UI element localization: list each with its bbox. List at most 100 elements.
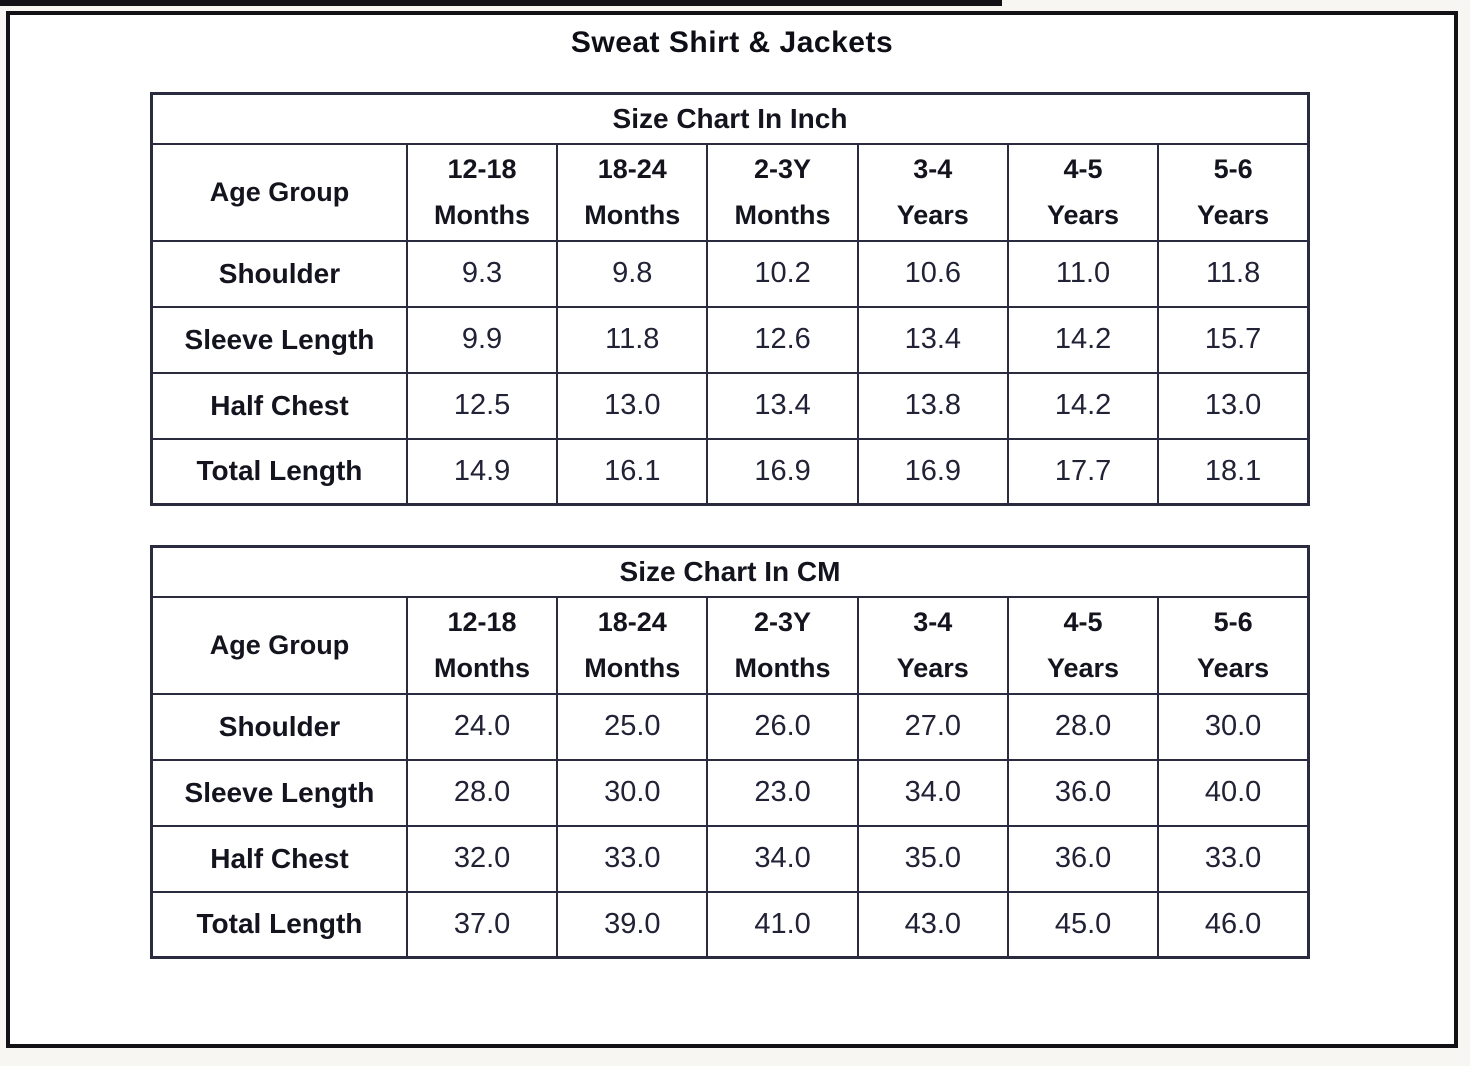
row-label: Sleeve Length — [150, 758, 408, 827]
size-value: 9.9 — [405, 305, 559, 374]
column-header-line1: 3-4 — [913, 607, 953, 637]
column-header: 5-6 Years — [1157, 142, 1310, 242]
size-value: 39.0 — [556, 890, 709, 959]
age-group-header: Age Group — [150, 142, 408, 242]
size-value: 28.0 — [405, 758, 559, 827]
column-header-line1: 4-5 — [1063, 607, 1103, 637]
size-value: 34.0 — [856, 758, 1009, 827]
size-value: 43.0 — [856, 890, 1009, 959]
size-chart-cm-table: Size Chart In CM Age Group 12-18 Months 18-2… — [150, 545, 1310, 959]
column-header-line2: Years — [1197, 653, 1270, 683]
size-value: 27.0 — [856, 692, 1009, 761]
table-row: Sleeve Length 28.0 30.0 23.0 34.0 36.0 40.0 — [150, 758, 1310, 827]
size-value: 13.4 — [856, 305, 1009, 374]
size-value: 16.1 — [556, 437, 709, 506]
column-header: 4-5 Years — [1006, 595, 1160, 695]
size-value: 16.9 — [706, 437, 859, 506]
column-header-line2: Months — [434, 200, 531, 230]
size-value: 14.9 — [405, 437, 559, 506]
size-value: 10.6 — [856, 239, 1009, 308]
table-row: Total Length 14.9 16.1 16.9 16.9 17.7 18.1 — [150, 437, 1310, 506]
page-title: Sweat Shirt & Jackets — [570, 26, 894, 59]
size-value: 36.0 — [1006, 758, 1160, 827]
size-value: 46.0 — [1157, 890, 1310, 959]
column-header: 12-18 Months — [405, 595, 559, 695]
column-header: 4-5 Years — [1006, 142, 1160, 242]
size-value: 25.0 — [556, 692, 709, 761]
size-value: 15.7 — [1157, 305, 1310, 374]
table-row: Half Chest 32.0 33.0 34.0 35.0 36.0 33.0 — [150, 824, 1310, 893]
size-value: 13.0 — [1157, 371, 1310, 440]
age-group-header: Age Group — [150, 595, 408, 695]
column-header: 2-3Y Months — [706, 595, 859, 695]
table-row: Total Length 37.0 39.0 41.0 43.0 45.0 46.0 — [150, 890, 1310, 959]
column-header-line1: 5-6 — [1213, 607, 1253, 637]
column-header-line2: Months — [584, 653, 681, 683]
column-header-line1: 18-24 — [597, 607, 667, 637]
chart-frame: Sweat Shirt & Jackets Size Chart In Inch… — [6, 11, 1458, 1048]
size-value: 16.9 — [856, 437, 1009, 506]
size-value: 32.0 — [405, 824, 559, 893]
size-value: 30.0 — [1157, 692, 1310, 761]
table-row: Half Chest 12.5 13.0 13.4 13.8 14.2 13.0 — [150, 371, 1310, 440]
size-value: 37.0 — [405, 890, 559, 959]
column-header-line1: 5-6 — [1213, 154, 1253, 184]
column-header-line1: 12-18 — [447, 154, 517, 184]
top-edge-strip — [0, 0, 1002, 6]
size-value: 13.0 — [556, 371, 709, 440]
size-value: 9.8 — [556, 239, 709, 308]
column-header: 18-24 Months — [556, 142, 709, 242]
size-value: 33.0 — [1157, 824, 1310, 893]
row-label: Half Chest — [150, 824, 408, 893]
size-value: 12.6 — [706, 305, 859, 374]
row-label: Total Length — [150, 437, 408, 506]
column-header-line2: Months — [734, 653, 831, 683]
size-value: 30.0 — [556, 758, 709, 827]
table-row: Sleeve Length 9.9 11.8 12.6 13.4 14.2 15.7 — [150, 305, 1310, 374]
size-chart-inch-table: Size Chart In Inch Age Group 12-18 Months 18… — [150, 92, 1310, 506]
size-value: 33.0 — [556, 824, 709, 893]
size-value: 12.5 — [405, 371, 559, 440]
size-value: 17.7 — [1006, 437, 1160, 506]
column-header: 2-3Y Months — [706, 142, 859, 242]
column-header-line2: Years — [896, 653, 969, 683]
size-value: 23.0 — [706, 758, 859, 827]
size-value: 9.3 — [405, 239, 559, 308]
size-value: 28.0 — [1006, 692, 1160, 761]
column-header: 12-18 Months — [405, 142, 559, 242]
size-value: 11.8 — [1157, 239, 1310, 308]
size-value: 14.2 — [1006, 371, 1160, 440]
row-label: Half Chest — [150, 371, 408, 440]
row-label: Sleeve Length — [150, 305, 408, 374]
table-title: Size Chart In CM — [150, 545, 1310, 598]
size-value: 35.0 — [856, 824, 1009, 893]
row-label: Shoulder — [150, 239, 408, 308]
column-header-line1: 3-4 — [913, 154, 953, 184]
size-value: 41.0 — [706, 890, 859, 959]
column-header: 3-4 Years — [856, 142, 1009, 242]
column-header: 5-6 Years — [1157, 595, 1310, 695]
size-value: 13.8 — [856, 371, 1009, 440]
table-row: Shoulder 24.0 25.0 26.0 27.0 28.0 30.0 — [150, 692, 1310, 761]
size-value: 11.8 — [556, 305, 709, 374]
column-header: 3-4 Years — [856, 595, 1009, 695]
size-value: 14.2 — [1006, 305, 1160, 374]
column-header: 18-24 Months — [556, 595, 709, 695]
column-header-line1: 18-24 — [597, 154, 667, 184]
table-title: Size Chart In Inch — [150, 92, 1310, 145]
size-value: 26.0 — [706, 692, 859, 761]
size-value: 40.0 — [1157, 758, 1310, 827]
column-header-line2: Months — [584, 200, 681, 230]
column-header-line1: 2-3Y — [754, 154, 812, 184]
column-header-line2: Years — [1197, 200, 1270, 230]
column-header-line1: 4-5 — [1063, 154, 1103, 184]
size-value: 34.0 — [706, 824, 859, 893]
size-value: 36.0 — [1006, 824, 1160, 893]
size-value: 45.0 — [1006, 890, 1160, 959]
column-header-line2: Years — [1047, 653, 1120, 683]
column-header-line2: Months — [734, 200, 831, 230]
size-value: 13.4 — [706, 371, 859, 440]
column-header-line2: Years — [896, 200, 969, 230]
row-label: Shoulder — [150, 692, 408, 761]
table-row: Shoulder 9.3 9.8 10.2 10.6 11.0 11.8 — [150, 239, 1310, 308]
